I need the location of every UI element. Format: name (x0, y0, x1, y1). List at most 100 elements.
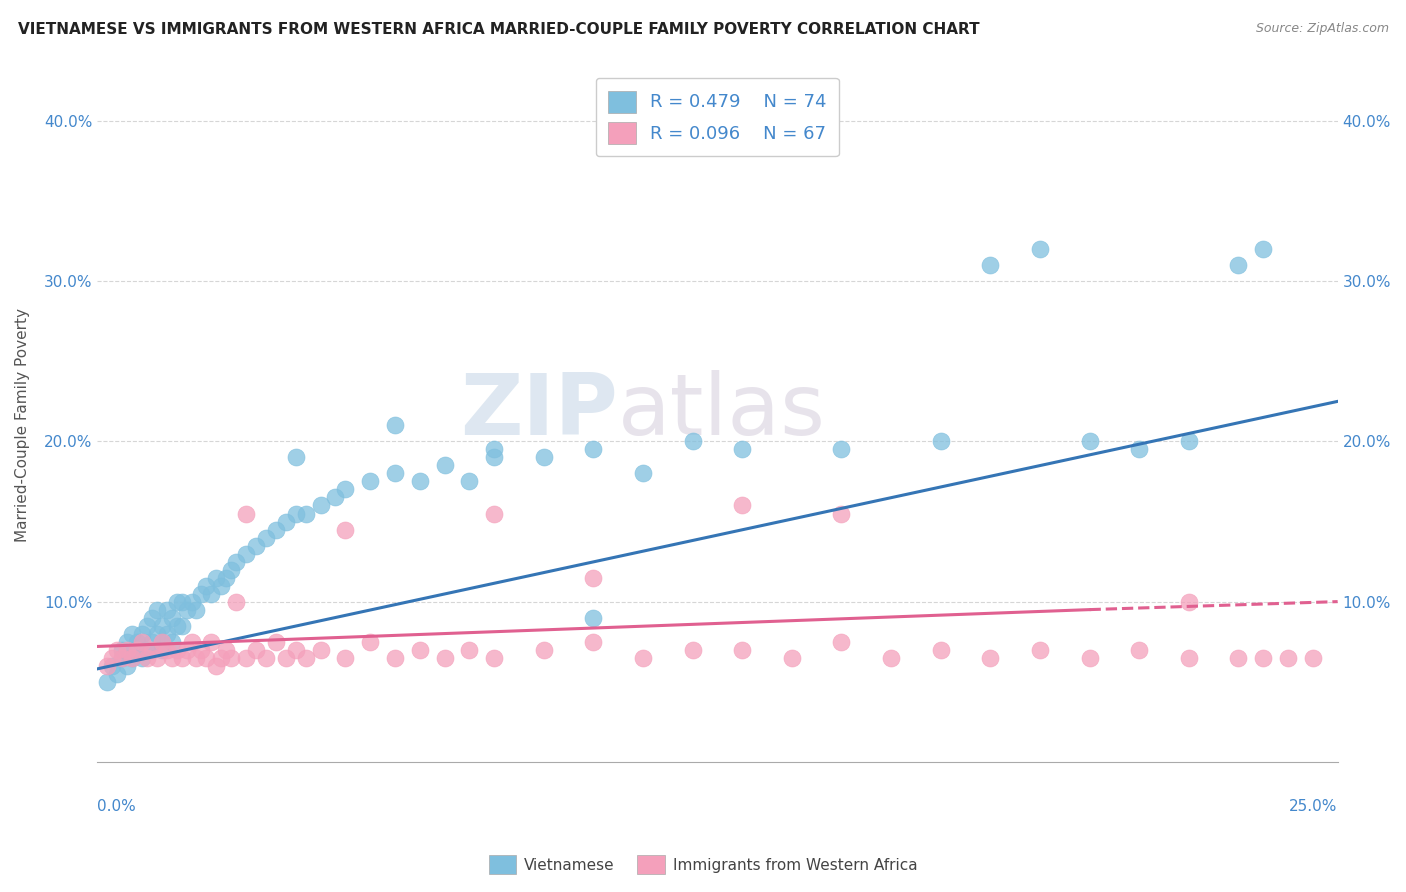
Point (111, 650, 134, 665)
Point (176, 642, 198, 657)
Point (225, 594, 247, 608)
Point (105, 642, 128, 657)
Point (160, 610, 183, 624)
Point (150, 634, 173, 648)
Point (631, 650, 654, 665)
Point (830, 634, 852, 648)
Point (482, 442, 505, 457)
Point (458, 475, 481, 489)
Point (135, 618, 157, 632)
Point (682, 642, 704, 657)
Point (309, 499, 332, 513)
Point (533, 642, 555, 657)
Point (141, 642, 163, 657)
Point (170, 618, 193, 632)
Point (482, 450, 505, 465)
Point (1029, 242, 1052, 256)
Point (780, 650, 803, 665)
Point (101, 658, 124, 673)
Point (359, 634, 381, 648)
Point (359, 475, 381, 489)
Point (166, 594, 188, 608)
Point (105, 666, 128, 681)
Point (186, 650, 208, 665)
Point (131, 650, 153, 665)
Point (1178, 650, 1201, 665)
Point (111, 642, 134, 657)
Point (433, 458, 456, 473)
Point (180, 634, 202, 648)
Point (121, 650, 143, 665)
Point (146, 602, 169, 616)
Point (170, 650, 193, 665)
Point (309, 642, 332, 657)
Point (190, 586, 212, 600)
Point (582, 634, 605, 648)
Point (176, 602, 198, 616)
Point (235, 507, 257, 521)
Point (166, 618, 188, 632)
Point (1251, 242, 1274, 256)
Point (141, 634, 163, 648)
Point (170, 594, 193, 608)
Text: Source: ZipAtlas.com: Source: ZipAtlas.com (1256, 22, 1389, 36)
Point (111, 650, 134, 665)
Point (156, 642, 179, 657)
Point (115, 642, 138, 657)
Point (458, 642, 481, 657)
Point (115, 634, 138, 648)
Point (150, 642, 173, 657)
Point (274, 515, 297, 529)
Point (384, 418, 406, 433)
Point (682, 434, 704, 449)
Point (264, 523, 287, 537)
Point (254, 531, 277, 545)
Point (135, 642, 157, 657)
Point (125, 642, 148, 657)
Text: atlas: atlas (619, 370, 827, 453)
Point (433, 650, 456, 665)
Point (731, 499, 754, 513)
Legend: R = 0.479    N = 74, R = 0.096    N = 67: R = 0.479 N = 74, R = 0.096 N = 67 (596, 78, 839, 156)
Point (125, 634, 148, 648)
Point (131, 626, 153, 640)
Point (533, 450, 555, 465)
Point (384, 467, 406, 481)
Text: 25.0%: 25.0% (1289, 798, 1337, 814)
Point (1178, 434, 1201, 449)
Point (195, 578, 218, 592)
Point (150, 618, 173, 632)
Point (205, 571, 228, 585)
Point (215, 642, 238, 657)
Point (274, 650, 297, 665)
Point (160, 650, 183, 665)
Point (96, 674, 118, 689)
Point (200, 586, 222, 600)
Point (482, 507, 505, 521)
Point (1078, 434, 1101, 449)
Y-axis label: Married-Couple Family Poverty: Married-Couple Family Poverty (15, 309, 30, 542)
Point (335, 523, 357, 537)
Point (1251, 650, 1274, 665)
Point (1128, 442, 1150, 457)
Point (929, 434, 952, 449)
Point (1128, 642, 1150, 657)
Text: 0.0%: 0.0% (97, 798, 136, 814)
Point (146, 650, 169, 665)
Point (141, 610, 163, 624)
Point (101, 650, 124, 665)
Point (215, 571, 238, 585)
Point (235, 547, 257, 561)
Point (830, 507, 852, 521)
Point (1277, 650, 1299, 665)
Point (186, 602, 208, 616)
Point (284, 450, 307, 465)
Point (205, 658, 228, 673)
Point (156, 602, 179, 616)
Point (582, 571, 605, 585)
Point (121, 650, 143, 665)
Point (160, 634, 183, 648)
Point (335, 483, 357, 497)
Point (254, 650, 277, 665)
Point (131, 634, 153, 648)
